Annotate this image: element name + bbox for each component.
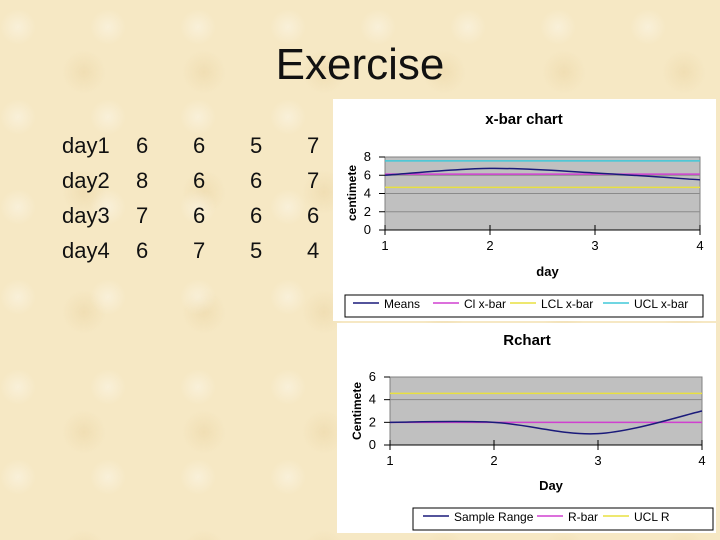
y-axis-label: Centimete	[350, 382, 364, 440]
legend-label: Sample Range	[454, 510, 534, 524]
chart-title: x-bar chart	[485, 111, 563, 128]
row-label: day2	[62, 167, 110, 193]
data-table: day1 6 6 5 7 day2 8 6 6 7 day3 7 6 6 6 d…	[62, 128, 364, 268]
x-axis-label: day	[536, 264, 559, 279]
x-tick-label: 1	[381, 238, 388, 253]
cell: 6	[193, 167, 206, 193]
y-tick-label: 6	[369, 369, 376, 384]
cell: 7	[136, 202, 149, 228]
x-axis-label: Day	[539, 478, 564, 493]
cell: 4	[307, 237, 320, 263]
table-row: day3 7 6 6 6	[62, 198, 364, 233]
row-label: day3	[62, 202, 110, 228]
y-tick-label: 4	[364, 186, 371, 201]
cell: 5	[250, 132, 263, 158]
x-tick-label: 3	[594, 453, 601, 468]
legend-label: R-bar	[568, 510, 598, 524]
y-tick-label: 6	[364, 167, 371, 182]
cell: 7	[193, 237, 206, 263]
x-tick-label: 3	[591, 238, 598, 253]
legend-label: Cl x-bar	[464, 297, 506, 311]
y-tick-label: 8	[364, 149, 371, 164]
cell: 7	[307, 132, 320, 158]
cell: 6	[193, 132, 206, 158]
legend-box	[344, 294, 704, 318]
plot-area	[389, 376, 703, 446]
xbar-chart: x-bar chart 0 2 4 6 8 1 2 3 4 day centimete Means Cl …	[344, 111, 704, 318]
x-tick-label: 1	[386, 453, 393, 468]
x-tick-label: 4	[698, 453, 705, 468]
table-row: day4 6 7 5 4	[62, 233, 364, 268]
cell: 5	[250, 237, 263, 263]
cell: 8	[136, 167, 149, 193]
cell: 6	[307, 202, 320, 228]
legend-box	[412, 507, 714, 531]
y-tick-label: 2	[364, 204, 371, 219]
table-row: day1 6 6 5 7	[62, 128, 364, 163]
slide-title: Exercise	[275, 40, 445, 89]
x-tick-label: 2	[486, 238, 493, 253]
series-line	[384, 167, 701, 181]
r-chart: Rchart 0 2 4 6 1 2 3 4 Day Centimete Sample Range R-…	[350, 332, 714, 531]
legend-label: UCL R	[634, 510, 670, 524]
x-tick-label: 2	[490, 453, 497, 468]
legend-label: UCL x-bar	[634, 297, 688, 311]
y-axis-label: centimete	[345, 165, 359, 221]
y-tick-label: 2	[369, 414, 376, 429]
r-chart-panel: Rchart 0 2 4 6 1 2 3 4 Day Centimete Sample Range R-…	[337, 323, 716, 533]
cell: 6	[136, 132, 149, 158]
cell: 7	[307, 167, 320, 193]
chart-title: Rchart	[503, 332, 551, 349]
cell: 6	[250, 167, 263, 193]
y-tick-label: 0	[364, 222, 371, 237]
xbar-chart-panel: x-bar chart 0 2 4 6 8 1 2 3 4 day centimete Means Cl …	[333, 99, 716, 321]
row-label: day4	[62, 237, 110, 263]
legend-label: LCL x-bar	[541, 297, 593, 311]
row-label: day1	[62, 132, 110, 158]
series-line	[389, 410, 703, 435]
legend-label: Means	[384, 297, 420, 311]
x-tick-label: 4	[696, 238, 703, 253]
y-tick-label: 4	[369, 392, 376, 407]
cell: 6	[193, 202, 206, 228]
y-tick-label: 0	[369, 437, 376, 452]
table-row: day2 8 6 6 7	[62, 163, 364, 198]
cell: 6	[250, 202, 263, 228]
cell: 6	[136, 237, 149, 263]
